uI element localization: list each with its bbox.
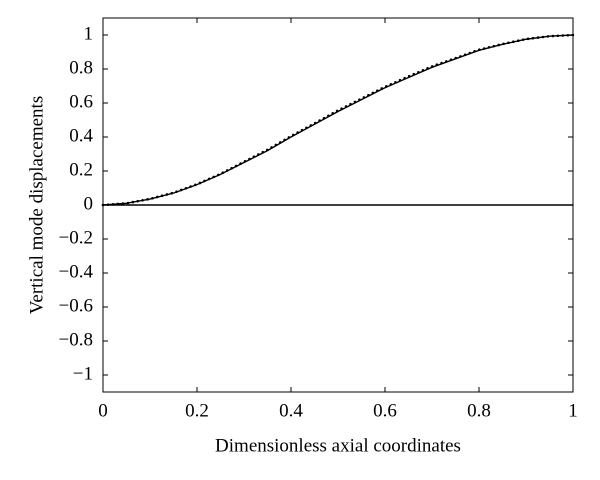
y-tick-label: −0.6 [59, 295, 93, 316]
x-tick-label: 0.8 [467, 400, 491, 421]
y-tick-label: −0.8 [59, 329, 93, 350]
x-axis-label: Dimensionless axial coordinates [215, 435, 461, 456]
x-tick-label: 0.6 [373, 400, 397, 421]
x-tick-label: 0.4 [279, 400, 303, 421]
y-tick-label: 0.4 [69, 125, 93, 146]
y-axis-label: Vertical mode displacements [26, 96, 47, 314]
y-tick-label: 0.2 [69, 159, 93, 180]
x-tick-label: 0 [98, 400, 108, 421]
y-tick-label: 0 [84, 193, 94, 214]
series-line [102, 34, 574, 206]
series-line [101, 33, 575, 207]
y-tick-label: 1 [84, 23, 94, 44]
y-tick-label: 0.6 [69, 91, 93, 112]
x-tick-label: 0.2 [185, 400, 209, 421]
y-tick-label: 0.8 [69, 57, 93, 78]
y-tick-label: −1 [73, 363, 93, 384]
x-tick-label: 1 [568, 400, 578, 421]
y-tick-label: −0.2 [59, 227, 93, 248]
y-tick-label: −0.4 [59, 261, 94, 282]
